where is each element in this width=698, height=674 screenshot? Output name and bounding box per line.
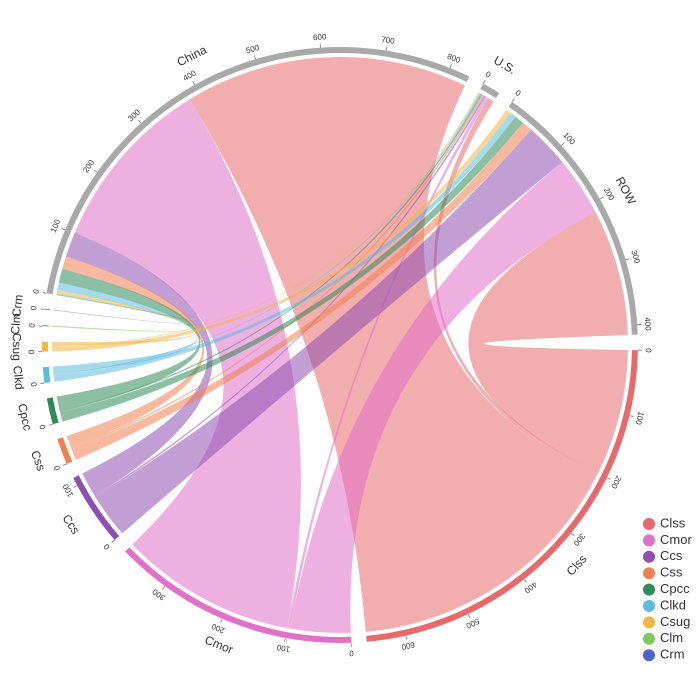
legend-label: Cmor <box>660 532 692 547</box>
tick-label: 500 <box>464 616 480 630</box>
tick-label: 400 <box>522 580 538 596</box>
tick-label: 200 <box>210 621 226 635</box>
tick-label: 400 <box>643 317 653 331</box>
tick-label: 0 <box>349 649 354 658</box>
tick-label: 800 <box>446 52 462 65</box>
tick-mark <box>626 259 630 260</box>
tick-mark <box>221 619 223 623</box>
tick-label: 0 <box>102 542 112 552</box>
tick-label: 0 <box>484 70 493 80</box>
tick-label: 0 <box>514 88 523 98</box>
tick-label: 100 <box>561 131 577 147</box>
sector-label: Clkd <box>10 365 26 390</box>
tick-label: 0 <box>52 464 62 472</box>
tick-mark <box>561 143 564 146</box>
sector-label: Clss <box>564 552 590 579</box>
tick-label: 300 <box>571 532 587 548</box>
tick-label: 0 <box>29 381 39 387</box>
tick-label: 100 <box>61 482 75 499</box>
tick-label: 600 <box>313 32 327 42</box>
tick-label: 0 <box>29 305 39 311</box>
sector-arc <box>44 309 50 310</box>
tick-label: 200 <box>81 158 96 175</box>
sector-label: Csug <box>10 333 24 361</box>
tick-label: 100 <box>49 218 63 234</box>
sector-label: ROW <box>613 174 640 207</box>
tick-mark <box>285 638 286 642</box>
tick-mark <box>468 614 470 618</box>
legend-label: Css <box>660 565 683 580</box>
legend-label: Clm <box>660 630 683 645</box>
tick-mark <box>571 533 574 536</box>
sector-arc <box>43 367 51 383</box>
tick-mark <box>138 120 141 123</box>
legend-swatch <box>643 600 655 612</box>
sector-label: Css <box>28 448 48 472</box>
tick-label: 300 <box>150 587 167 602</box>
sector-label: China <box>175 42 210 69</box>
legend-label: Ccs <box>660 548 683 563</box>
tick-mark <box>512 98 514 101</box>
tick-label: 600 <box>400 640 416 652</box>
sector-arc <box>47 397 59 424</box>
tick-mark <box>450 64 451 68</box>
tick-mark <box>406 636 407 640</box>
tick-label: 0 <box>38 423 48 430</box>
tick-mark <box>49 424 53 425</box>
tick-mark <box>43 293 47 294</box>
legend-label: Csug <box>660 614 690 629</box>
sector-label: Cmor <box>203 633 235 657</box>
legend-swatch <box>643 534 655 546</box>
tick-label: 0 <box>28 322 37 328</box>
legend-swatch <box>643 551 655 563</box>
tick-label: 0 <box>31 288 41 294</box>
tick-mark <box>600 197 603 199</box>
tick-mark <box>630 416 634 417</box>
tick-mark <box>40 383 44 384</box>
tick-mark <box>61 228 65 230</box>
tick-mark <box>254 55 255 59</box>
tick-label: 700 <box>381 35 396 46</box>
legend-swatch <box>643 518 655 530</box>
legend-swatch <box>643 649 655 661</box>
tick-mark <box>63 464 67 466</box>
tick-mark <box>94 170 97 172</box>
ribbons <box>52 57 628 633</box>
tick-mark <box>193 81 195 84</box>
tick-label: 400 <box>182 68 199 83</box>
tick-label: 0 <box>644 348 653 353</box>
sector-arc <box>42 342 48 352</box>
tick-mark <box>607 478 611 480</box>
tick-label: 100 <box>276 642 291 653</box>
tick-label: 300 <box>629 249 642 265</box>
legend-swatch <box>643 584 655 596</box>
legend-label: Clss <box>660 515 686 530</box>
sector-label: U.S. <box>491 53 518 77</box>
tick-label: 0 <box>27 349 36 354</box>
tick-label: 200 <box>602 186 617 203</box>
tick-mark <box>74 486 78 488</box>
legend-swatch <box>643 633 655 645</box>
legend-label: Cpcc <box>660 581 690 596</box>
tick-label: 200 <box>609 474 623 490</box>
sector-label: Cpcc <box>15 402 35 432</box>
tick-mark <box>163 586 165 589</box>
sector-arc <box>43 325 49 327</box>
legend-swatch <box>643 616 655 628</box>
tick-label: 300 <box>126 107 142 123</box>
tick-mark <box>386 47 387 51</box>
tick-mark <box>112 540 115 543</box>
legend-label: Crm <box>660 647 685 662</box>
legend-label: Clkd <box>660 597 686 612</box>
tick-label: 500 <box>245 43 261 56</box>
legend-swatch <box>643 567 655 579</box>
sector-label: Crm <box>9 294 26 318</box>
sector-label: Ccs <box>60 512 83 537</box>
tick-mark <box>483 80 485 84</box>
tick-label: 100 <box>634 411 646 427</box>
tick-mark <box>524 579 526 582</box>
